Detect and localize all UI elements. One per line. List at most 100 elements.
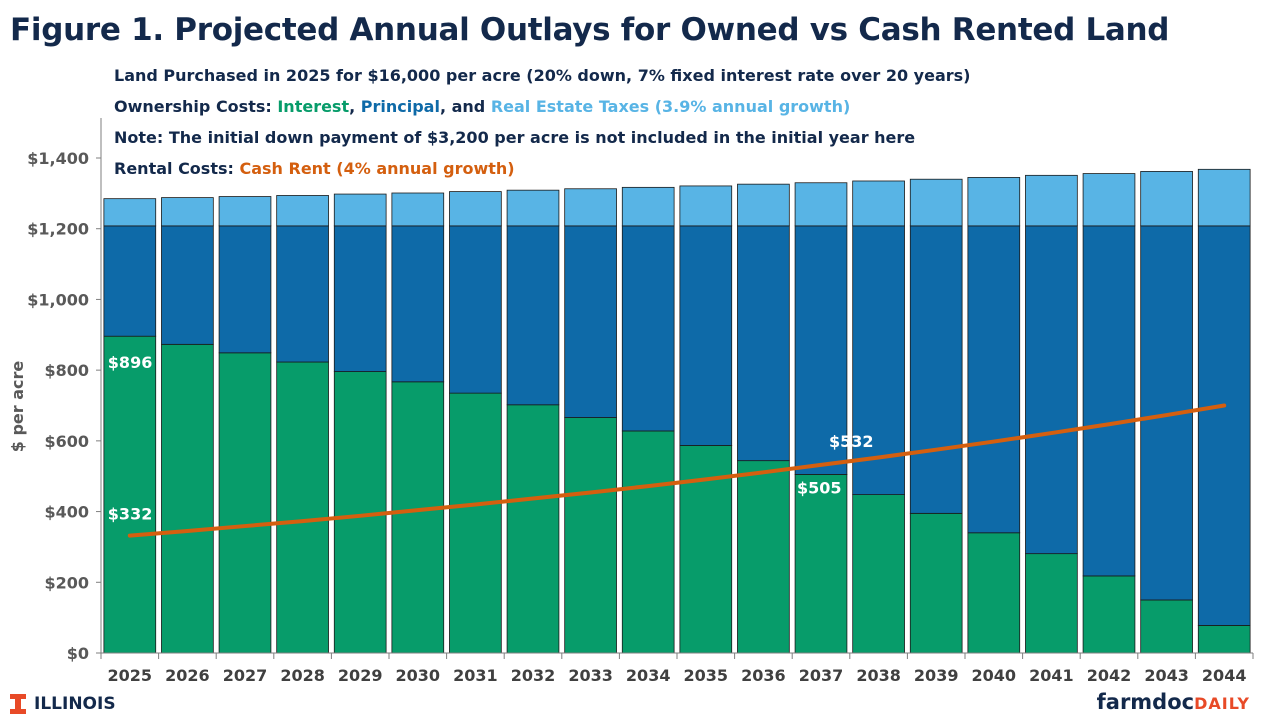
bar-real-estate-taxes — [1082, 173, 1136, 227]
ownership-costs-label: Ownership Costs: — [114, 97, 278, 116]
bar-real-estate-taxes — [1140, 171, 1193, 227]
bar-interest — [909, 512, 963, 654]
bar-interest — [506, 404, 560, 654]
bar-principal — [449, 225, 502, 394]
x-tick-label: 2041 — [1029, 666, 1074, 685]
legend-cash-rent: Cash Rent (4% annual growth) — [239, 159, 515, 178]
bar-real-estate-taxes — [967, 177, 1021, 227]
x-tick-label: 2040 — [972, 666, 1017, 685]
bar-interest — [1140, 599, 1193, 654]
illinois-wordmark: ILLINOIS — [34, 694, 116, 714]
bar-real-estate-taxes — [909, 178, 963, 227]
legend-principal: Principal — [360, 97, 440, 116]
bar-principal — [737, 225, 790, 462]
rental-costs-label: Rental Costs: — [114, 159, 240, 178]
separator: , — [349, 97, 361, 116]
bar-interest — [1197, 625, 1251, 654]
bar-real-estate-taxes — [679, 185, 733, 227]
bar-interest — [794, 474, 848, 654]
bar-real-estate-taxes — [1197, 168, 1251, 227]
x-tick-label: 2027 — [223, 666, 268, 685]
bar-interest — [276, 361, 329, 654]
x-tick-label: 2044 — [1202, 666, 1247, 685]
chart-title: Figure 1. Projected Annual Outlays for O… — [10, 12, 1170, 48]
bar-interest — [218, 352, 272, 654]
note-down-payment: Note: The initial down payment of $3,200… — [114, 128, 916, 147]
bar-principal — [103, 225, 157, 337]
bar-principal — [621, 225, 675, 432]
data-label: $505 — [797, 478, 842, 497]
y-tick-label: $1,400 — [27, 149, 89, 168]
bar-real-estate-taxes — [103, 198, 157, 227]
bar-principal — [852, 225, 905, 496]
x-tick-label: 2035 — [684, 666, 729, 685]
x-tick-label: 2032 — [511, 666, 556, 685]
x-tick-label: 2029 — [338, 666, 383, 685]
bar-principal — [909, 225, 963, 514]
farmdoc-daily-logo: farmdocDAILY — [1097, 690, 1250, 714]
x-tick-label: 2038 — [856, 666, 901, 685]
separator: , and — [439, 97, 491, 116]
cash-rent-line — [127, 403, 1227, 538]
bar-interest — [103, 335, 157, 654]
bar-interest — [737, 460, 790, 654]
bar-real-estate-taxes — [391, 192, 445, 227]
bar-interest — [391, 381, 445, 654]
bar-interest — [1025, 553, 1078, 654]
data-label: $532 — [829, 432, 874, 451]
bar-interest — [564, 417, 617, 654]
bar-real-estate-taxes — [333, 193, 387, 227]
bar-principal — [679, 225, 733, 446]
bar-real-estate-taxes — [621, 186, 675, 227]
chart-notes: Land Purchased in 2025 for $16,000 per a… — [114, 64, 1114, 188]
bar-real-estate-taxes — [449, 191, 502, 227]
bar-real-estate-taxes — [564, 188, 617, 227]
note-ownership-costs: Ownership Costs: Interest, Principal, an… — [114, 95, 1114, 126]
bar-real-estate-taxes — [737, 183, 790, 227]
bar-principal — [218, 225, 272, 354]
bar-interest — [967, 532, 1021, 654]
x-tick-label: 2033 — [568, 666, 613, 685]
bar-principal — [391, 225, 445, 383]
bar-interest — [621, 430, 675, 654]
note-rental-costs: Rental Costs: Cash Rent (4% annual growt… — [114, 157, 1114, 188]
bar-real-estate-taxes — [794, 182, 848, 227]
x-tick-label: 2031 — [453, 666, 498, 685]
bar-principal — [564, 225, 617, 418]
y-tick-label: $200 — [44, 573, 89, 592]
bar-principal — [506, 225, 560, 406]
x-tick-label: 2043 — [1144, 666, 1189, 685]
bar-real-estate-taxes — [506, 189, 560, 227]
farmdoc-wordmark: farmdoc — [1096, 690, 1195, 714]
data-label: $896 — [108, 353, 153, 372]
x-tick-label: 2039 — [914, 666, 959, 685]
bar-interest — [852, 494, 905, 654]
y-tick-label: $800 — [44, 361, 89, 380]
bar-principal — [161, 225, 214, 345]
x-tick-label: 2037 — [799, 666, 844, 685]
x-tick-label: 2036 — [741, 666, 786, 685]
x-tick-label: 2042 — [1087, 666, 1132, 685]
bar-interest — [449, 392, 502, 654]
bar-principal — [1025, 225, 1078, 555]
bar-principal — [276, 225, 329, 363]
x-tick-label: 2026 — [165, 666, 210, 685]
bar-principal — [333, 225, 387, 372]
bar-real-estate-taxes — [852, 180, 905, 227]
y-axis-label: $ per acre — [8, 361, 27, 453]
data-label: $332 — [108, 505, 153, 524]
x-tick-label: 2028 — [280, 666, 325, 685]
illinois-logo: ILLINOIS — [10, 694, 116, 714]
y-tick-label: $400 — [44, 503, 89, 522]
bar-real-estate-taxes — [1025, 174, 1078, 227]
illinois-block-i-icon — [10, 694, 26, 714]
legend-interest: Interest — [277, 97, 350, 116]
bar-principal — [1082, 225, 1136, 577]
x-tick-label: 2030 — [396, 666, 441, 685]
legend-real-estate-taxes: Real Estate Taxes (3.9% annual growth) — [490, 97, 851, 116]
bar-real-estate-taxes — [161, 197, 214, 227]
note-land-purchase: Land Purchased in 2025 for $16,000 per a… — [114, 66, 971, 85]
y-tick-label: $1,000 — [27, 290, 89, 309]
y-tick-label: $0 — [67, 644, 89, 663]
